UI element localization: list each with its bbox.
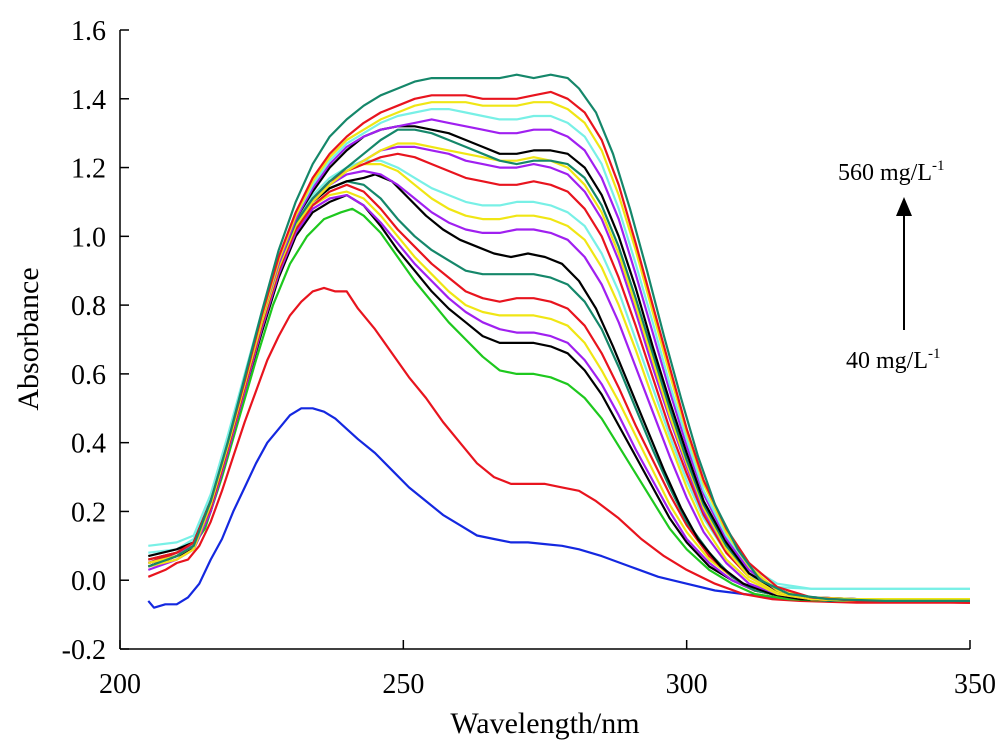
x-tick-label: 200 xyxy=(99,669,141,700)
series-line-2 xyxy=(147,286,970,604)
y-ticks: -0.2 0.0 0.2 0.4 0.6 0.8 1.0 1.2 1.4 1.6 xyxy=(62,16,129,666)
y-tick-label: -0.2 xyxy=(62,635,106,666)
top-concentration-sup: -1 xyxy=(932,158,945,174)
y-tick-label: 0.2 xyxy=(71,497,106,528)
series-line-1 xyxy=(147,407,970,609)
series-line-21 xyxy=(148,90,971,604)
series-line-8 xyxy=(147,180,970,603)
y-tick-label: 0.0 xyxy=(71,566,106,597)
x-axis-title: Wavelength/nm xyxy=(450,707,639,740)
bottom-concentration-label: 40 mg/L-1 xyxy=(846,346,941,374)
series-line-12 xyxy=(148,159,970,590)
x-tick-label: 300 xyxy=(666,669,708,700)
y-tick-label: 1.0 xyxy=(71,222,106,253)
top-concentration-text: 560 mg/L xyxy=(838,160,932,186)
x-tick-label: 350 xyxy=(954,669,996,700)
series-line-7 xyxy=(147,183,971,604)
y-tick-label: 0.4 xyxy=(71,429,106,460)
series-line-6 xyxy=(148,190,970,603)
top-concentration-label: 560 mg/L-1 xyxy=(838,158,945,186)
x-tick-label: 250 xyxy=(382,669,424,700)
plot-lines xyxy=(147,73,971,609)
bottom-concentration-sup: -1 xyxy=(928,346,941,362)
series-line-5 xyxy=(148,194,970,603)
y-axis-title: Absorbance xyxy=(12,267,45,410)
series-line-3 xyxy=(148,207,970,603)
series-line-13 xyxy=(147,152,971,604)
x-ticks: 200 250 300 350 xyxy=(99,640,996,700)
bottom-concentration-text: 40 mg/L xyxy=(846,348,928,374)
y-tick-label: 1.6 xyxy=(71,16,106,47)
y-tick-label: 1.4 xyxy=(71,85,106,116)
y-tick-label: 0.8 xyxy=(71,291,106,322)
concentration-arrow xyxy=(896,197,912,330)
y-tick-label: 0.6 xyxy=(71,360,106,391)
series-line-9 xyxy=(147,173,970,603)
series-line-11 xyxy=(148,163,970,603)
series-line-22 xyxy=(147,73,970,603)
series-line-10 xyxy=(147,169,970,603)
series-line-4 xyxy=(148,194,970,603)
y-tick-label: 1.2 xyxy=(71,154,106,185)
